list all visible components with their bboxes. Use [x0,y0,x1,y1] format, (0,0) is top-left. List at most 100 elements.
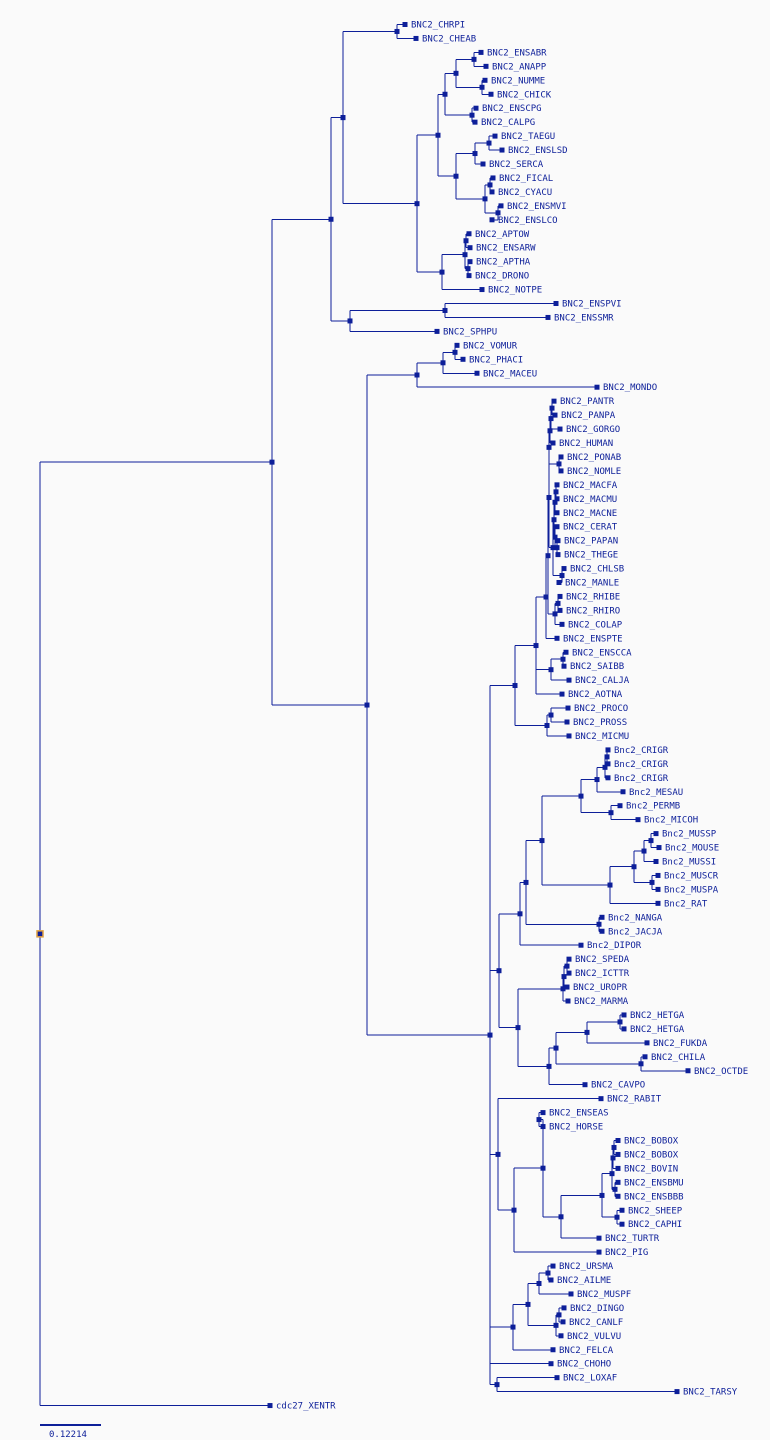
leaf-node[interactable] [554,482,560,488]
internal-node[interactable] [347,318,353,324]
leaf-node[interactable] [615,1193,621,1199]
internal-node[interactable] [439,269,445,275]
leaf-node[interactable] [467,245,473,251]
internal-node[interactable] [607,882,613,888]
leaf-node[interactable] [559,621,565,627]
leaf-node[interactable] [566,956,572,962]
internal-node[interactable] [596,921,602,927]
leaf-node[interactable] [548,1277,554,1283]
internal-node[interactable] [453,70,459,76]
internal-node[interactable] [649,879,655,885]
leaf-node[interactable] [605,775,611,781]
leaf-node[interactable] [480,161,486,167]
internal-node[interactable] [536,1280,542,1286]
internal-node[interactable] [435,132,441,138]
leaf-node[interactable] [653,831,659,837]
internal-node[interactable] [510,1324,516,1330]
internal-node[interactable] [594,777,600,783]
internal-node[interactable] [553,1045,559,1051]
leaf-node[interactable] [488,91,494,97]
internal-node[interactable] [561,974,567,980]
internal-node[interactable] [553,489,559,495]
leaf-node[interactable] [564,984,570,990]
internal-node[interactable] [486,140,492,146]
leaf-node[interactable] [561,566,567,572]
leaf-node[interactable] [552,412,558,418]
leaf-node[interactable] [557,593,563,599]
leaf-node[interactable] [267,1403,273,1409]
internal-node[interactable] [549,405,555,411]
internal-node[interactable] [471,56,477,62]
leaf-node[interactable] [545,314,551,320]
leaf-node[interactable] [557,426,563,432]
internal-node[interactable] [552,611,558,617]
internal-node[interactable] [536,1117,542,1123]
internal-node[interactable] [599,1192,605,1198]
internal-node[interactable] [364,702,370,708]
leaf-node[interactable] [594,384,600,390]
leaf-node[interactable] [563,649,569,655]
leaf-node[interactable] [605,761,611,767]
leaf-node[interactable] [619,1207,625,1213]
leaf-node[interactable] [619,1221,625,1227]
leaf-node[interactable] [558,1333,564,1339]
internal-node[interactable] [523,879,529,885]
leaf-node[interactable] [554,510,560,516]
leaf-node[interactable] [553,301,559,306]
leaf-node[interactable] [566,733,572,739]
leaf-node[interactable] [434,328,440,334]
leaf-node[interactable] [685,1068,691,1074]
internal-node[interactable] [612,1186,618,1192]
internal-node[interactable] [494,1382,500,1388]
leaf-node[interactable] [554,635,560,641]
leaf-node[interactable] [615,1165,621,1171]
internal-node[interactable] [469,112,475,118]
internal-node[interactable] [533,643,539,649]
leaf-node[interactable] [550,1347,556,1353]
leaf-node[interactable] [558,468,564,474]
leaf-node[interactable] [635,817,641,823]
internal-node[interactable] [556,461,562,467]
leaf-node[interactable] [615,1138,621,1143]
internal-node[interactable] [543,594,549,600]
root-node[interactable] [36,930,44,938]
leaf-node[interactable] [620,789,626,795]
leaf-node[interactable] [565,998,571,1004]
leaf-node[interactable] [644,1040,650,1046]
leaf-node[interactable] [483,63,489,69]
internal-node[interactable] [394,28,400,34]
leaf-node[interactable] [554,496,560,502]
internal-node[interactable] [548,712,554,718]
leaf-node[interactable] [548,1361,554,1367]
internal-node[interactable] [414,201,420,207]
internal-node[interactable] [269,459,275,465]
internal-node[interactable] [442,307,448,313]
internal-node[interactable] [462,252,468,258]
leaf-node[interactable] [466,273,472,279]
leaf-node[interactable] [558,454,564,460]
internal-node[interactable] [555,600,561,606]
internal-node[interactable] [545,1270,551,1276]
leaf-node[interactable] [551,398,557,404]
leaf-node[interactable] [561,1305,567,1311]
leaf-node[interactable] [454,342,460,348]
internal-node[interactable] [328,216,334,222]
internal-node[interactable] [440,360,446,366]
leaf-node[interactable] [568,1291,574,1297]
leaf-node[interactable] [499,147,505,153]
internal-node[interactable] [552,499,558,505]
leaf-node[interactable] [489,189,495,195]
leaf-node[interactable] [566,970,572,976]
leaf-node[interactable] [478,49,484,55]
internal-node[interactable] [515,1025,521,1031]
internal-node[interactable] [604,754,610,760]
leaf-node[interactable] [621,1012,627,1018]
leaf-node[interactable] [599,914,605,920]
leaf-node[interactable] [479,287,485,293]
leaf-node[interactable] [557,607,563,613]
internal-node[interactable] [453,173,459,179]
internal-node[interactable] [452,349,458,355]
internal-node[interactable] [545,553,551,559]
internal-node[interactable] [479,84,485,90]
internal-node[interactable] [558,1214,564,1220]
